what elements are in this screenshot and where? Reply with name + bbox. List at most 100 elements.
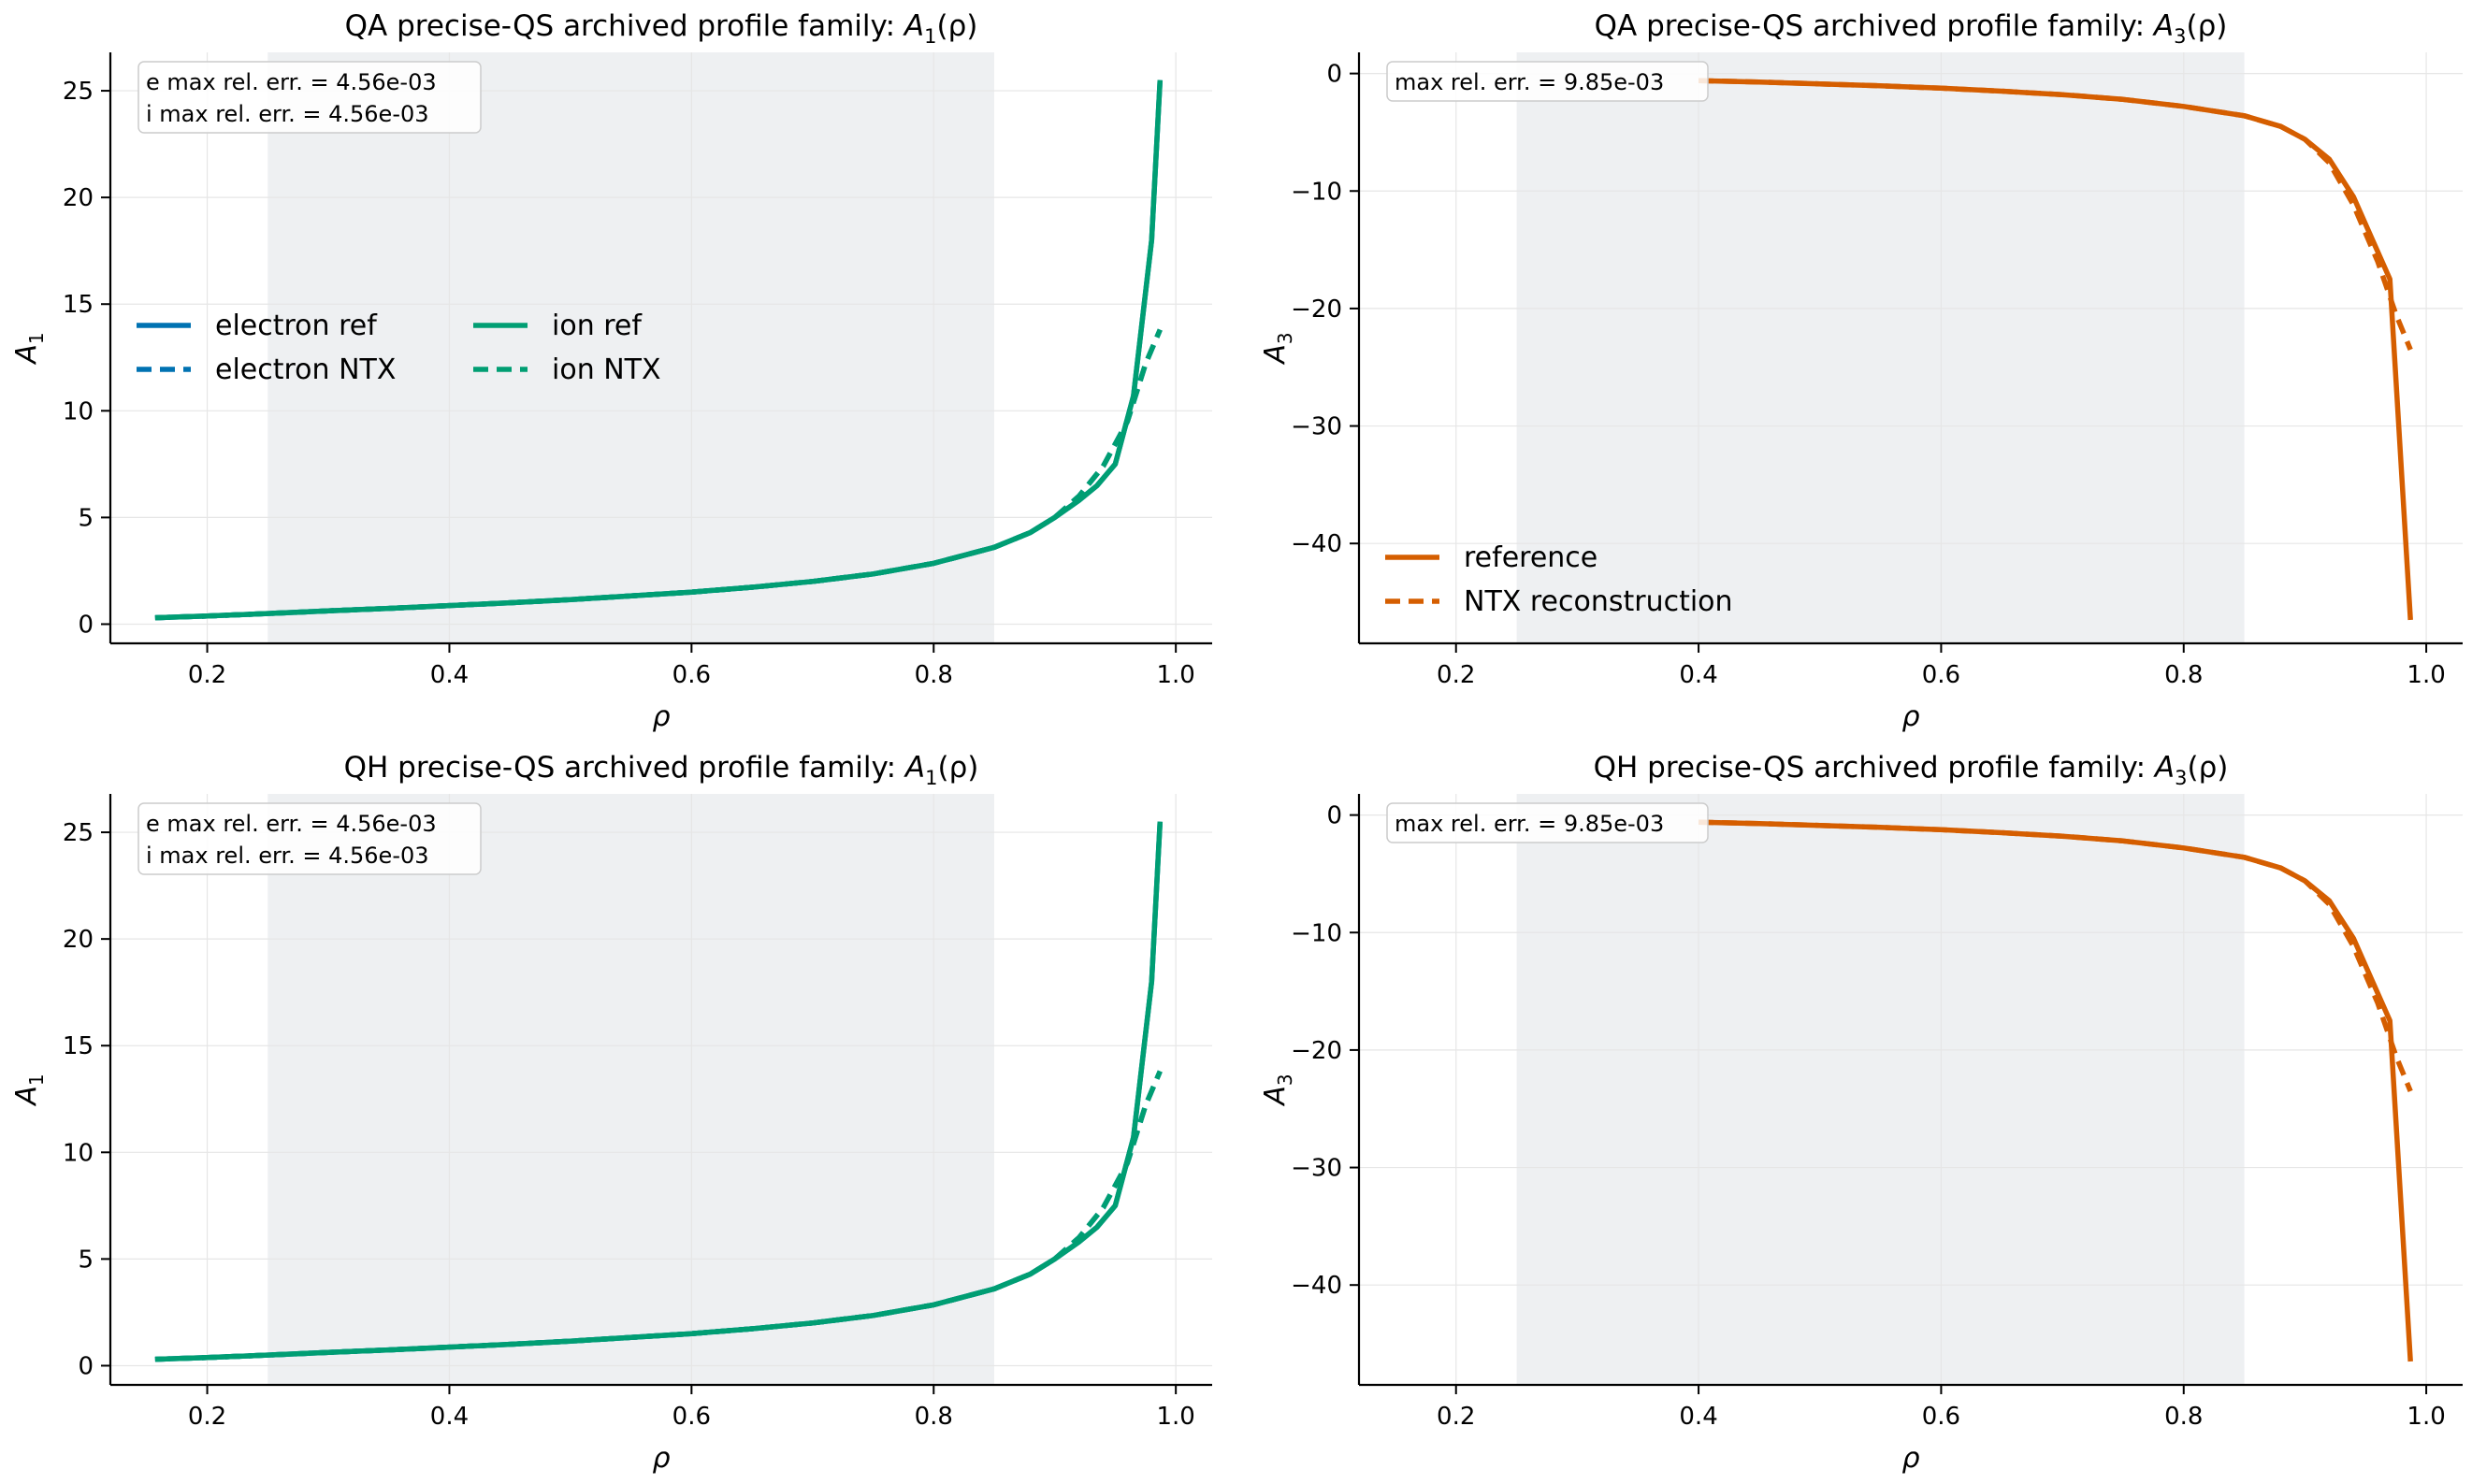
x-tick-label: 0.8 [915, 661, 953, 689]
chart-title-tail: (ρ) [936, 9, 977, 43]
y-tick-label: 20 [63, 184, 94, 212]
y-tick-label: 20 [63, 926, 94, 954]
series-line-ntx-reconstruction [1699, 78, 2413, 351]
x-tick-label: 1.0 [1156, 661, 1194, 689]
legend-label: electron NTX [215, 353, 396, 386]
chart-title-symbol: A [903, 9, 924, 43]
chart-title-tail: (ρ) [2186, 9, 2227, 43]
legend-label: electron ref [215, 310, 378, 342]
x-tick-label: 0.2 [1437, 1403, 1475, 1431]
x-tick-label: 0.6 [1922, 1403, 1960, 1431]
chart-title-main: QH precise-QS archived profile family: [1594, 751, 2155, 785]
x-tick-label: 0.6 [1922, 661, 1960, 689]
y-tick-label: −40 [1291, 530, 1342, 558]
y-axis-label-symbol: A [10, 1086, 43, 1107]
chart-title-subscript: 1 [925, 767, 937, 789]
y-tick-label: 5 [78, 504, 94, 532]
legend-label: ion NTX [552, 353, 661, 386]
y-axis-label-symbol: A [10, 344, 43, 366]
legend-label: reference [1464, 541, 1597, 574]
y-axis-label: A1 [10, 1073, 48, 1106]
y-tick-label: 10 [63, 397, 94, 425]
y-tick-label: −10 [1291, 178, 1342, 206]
legend: electron ref electron NTX ion ref ion NTX [137, 310, 661, 386]
shaded-region [267, 794, 994, 1385]
x-axis-label: ρ [1901, 700, 1919, 733]
series-line-reference [1699, 78, 2413, 621]
y-axis-label-subscript: 3 [1274, 332, 1296, 344]
y-tick-label: 25 [63, 78, 94, 106]
shaded-region [267, 52, 994, 643]
shaded-region [1516, 52, 2245, 643]
chart-title-symbol: A [2153, 751, 2175, 785]
series-line-ion-ntx [154, 1070, 1163, 1362]
x-tick-label: 1.0 [2407, 1403, 2445, 1431]
chart-title: QH precise-QS archived profile family: A… [1594, 751, 2229, 789]
chart-title-main: QA precise-QS archived profile family: [345, 9, 904, 43]
y-tick-label: 0 [78, 611, 94, 639]
x-axis-label: ρ [1901, 1442, 1919, 1475]
chart-title-symbol: A [904, 751, 925, 785]
y-tick-label: 15 [63, 291, 94, 319]
y-axis-label-symbol: A [1259, 344, 1292, 366]
chart-title-tail: (ρ) [938, 751, 979, 785]
legend: reference NTX reconstruction [1385, 541, 1733, 618]
x-tick-label: 0.4 [1679, 661, 1717, 689]
x-tick-label: 1.0 [2407, 661, 2445, 689]
annotation-text: max rel. err. = 9.85e-03 [1395, 69, 1664, 95]
y-tick-label: −40 [1291, 1272, 1342, 1300]
x-tick-label: 0.8 [915, 1403, 953, 1431]
y-tick-label: −10 [1291, 919, 1342, 947]
shaded-region [1516, 794, 2245, 1385]
chart-title: QA precise-QS archived profile family: A… [345, 9, 978, 48]
x-tick-label: 0.2 [1437, 661, 1475, 689]
x-tick-label: 0.6 [672, 661, 711, 689]
chart-title: QA precise-QS archived profile family: A… [1595, 9, 2228, 48]
x-tick-label: 0.4 [430, 661, 469, 689]
series-line-ion-ntx [154, 328, 1163, 621]
annotation-text: e max rel. err. = 4.56e-03 [146, 69, 437, 95]
x-tick-label: 0.8 [2164, 1403, 2203, 1431]
x-axis-label: ρ [652, 700, 670, 733]
x-tick-label: 0.6 [672, 1403, 711, 1431]
y-tick-label: −30 [1291, 1155, 1342, 1183]
x-tick-label: 1.0 [1156, 1403, 1194, 1431]
chart-title-main: QA precise-QS archived profile family: [1595, 9, 2154, 43]
y-axis-label: A3 [1259, 332, 1296, 365]
y-axis-label: A1 [10, 332, 48, 365]
chart-title-symbol: A [2152, 9, 2174, 43]
annotation-text: e max rel. err. = 4.56e-03 [146, 811, 437, 837]
chart-title-subscript: 3 [2175, 767, 2187, 789]
annotation-box [1386, 61, 1709, 102]
series-line-ntx-reconstruction [1699, 819, 2413, 1092]
chart-title-subscript: 3 [2174, 25, 2186, 48]
y-axis-label-subscript: 1 [25, 332, 48, 344]
x-tick-label: 0.2 [188, 661, 226, 689]
annotation-box [137, 802, 482, 875]
chart-title-tail: (ρ) [2188, 751, 2229, 785]
x-axis-label: ρ [652, 1442, 670, 1475]
x-tick-label: 0.8 [2164, 661, 2203, 689]
y-axis-label-subscript: 3 [1274, 1073, 1296, 1086]
annotation-box [1386, 802, 1709, 843]
annotation-box [137, 61, 482, 134]
y-tick-label: 5 [78, 1246, 94, 1274]
y-tick-label: −20 [1291, 295, 1342, 324]
y-axis-label-symbol: A [1259, 1086, 1292, 1107]
y-tick-label: 10 [63, 1139, 94, 1167]
chart-title-subscript: 1 [924, 25, 936, 48]
y-axis-label: A3 [1259, 1073, 1296, 1106]
annotation-text: i max rel. err. = 4.56e-03 [146, 101, 429, 127]
x-tick-label: 0.2 [188, 1403, 226, 1431]
y-tick-label: 0 [1326, 61, 1342, 89]
legend-label: ion ref [552, 310, 643, 342]
y-tick-label: −20 [1291, 1037, 1342, 1065]
x-tick-label: 0.4 [1679, 1403, 1717, 1431]
y-tick-label: 0 [78, 1352, 94, 1380]
chart-title: QH precise-QS archived profile family: A… [344, 751, 979, 789]
